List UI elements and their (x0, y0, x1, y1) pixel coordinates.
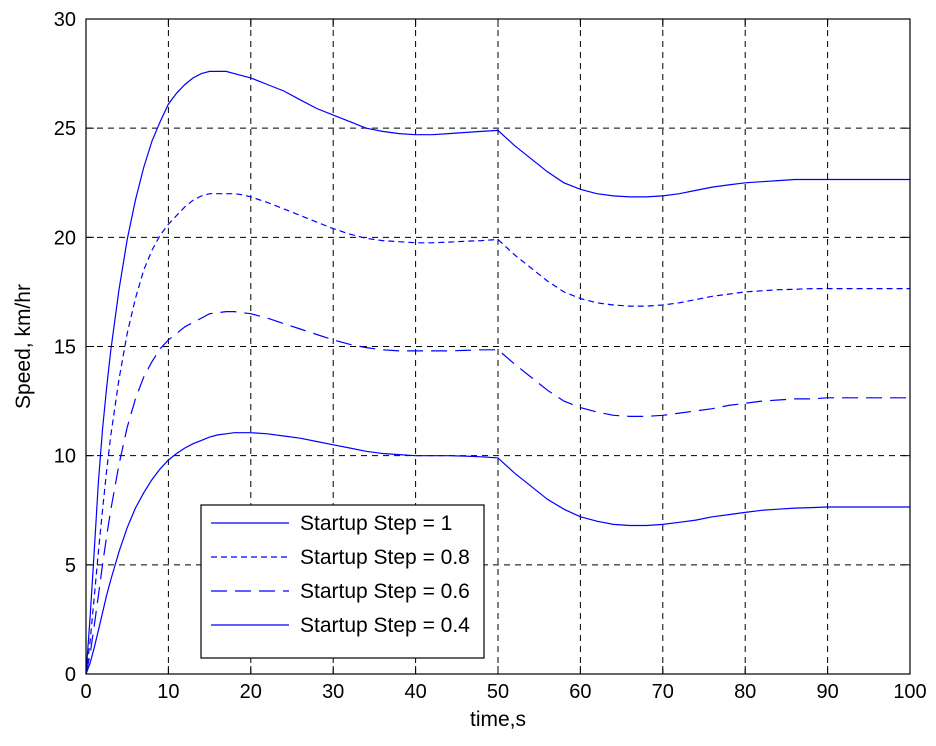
series-line-2 (85, 193, 910, 675)
x-tick-label: 10 (157, 681, 179, 703)
x-tick-label: 90 (816, 681, 838, 703)
x-tick-label: 100 (893, 681, 926, 703)
legend-entry-step-0.4: Startup Step = 0.4 (300, 614, 470, 637)
x-tick-labels: 0 10 20 30 40 50 60 70 80 90 100 (80, 681, 926, 703)
y-tick-label: 5 (65, 555, 76, 577)
legend: Startup Step = 1 Startup Step = 0.8 Star… (200, 504, 485, 659)
x-tick-label: 70 (652, 681, 674, 703)
x-tick-label: 20 (240, 681, 262, 703)
y-axis-label: Speed, km/hr (12, 284, 35, 409)
series-line-3 (85, 311, 910, 675)
y-tick-label: 20 (54, 227, 76, 249)
x-axis-label: time,s (470, 708, 526, 731)
legend-entry-step-0.6: Startup Step = 0.6 (300, 580, 470, 603)
x-tick-label: 30 (322, 681, 344, 703)
series-line-1 (85, 70, 910, 675)
x-tick-label: 0 (80, 681, 91, 703)
axis-ticks (85, 18, 911, 675)
legend-box (200, 504, 485, 659)
series-line-4 (85, 432, 910, 675)
y-tick-label: 0 (65, 664, 76, 686)
x-tick-label: 60 (569, 681, 591, 703)
y-tick-label: 25 (54, 118, 76, 140)
y-tick-label: 15 (54, 337, 76, 359)
data-series (85, 70, 910, 675)
legend-entry-step-1: Startup Step = 1 (300, 512, 452, 535)
x-tick-label: 40 (404, 681, 426, 703)
x-tick-label: 50 (487, 681, 509, 703)
y-tick-labels: 0 5 10 15 20 25 30 (54, 9, 76, 686)
x-tick-label: 80 (734, 681, 756, 703)
legend-entry-step-0.8: Startup Step = 0.8 (300, 546, 470, 569)
y-tick-label: 10 (54, 446, 76, 468)
y-tick-label: 30 (54, 9, 76, 31)
